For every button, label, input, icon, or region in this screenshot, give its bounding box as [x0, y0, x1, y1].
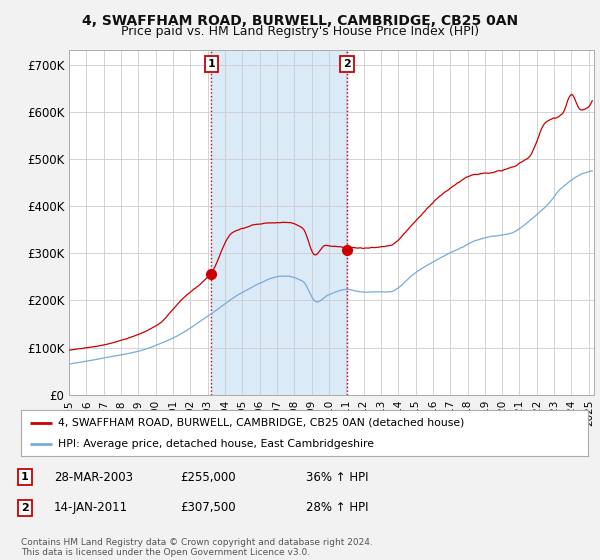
Text: 2: 2 [343, 59, 351, 69]
Text: 1: 1 [208, 59, 215, 69]
Text: 4, SWAFFHAM ROAD, BURWELL, CAMBRIDGE, CB25 0AN (detached house): 4, SWAFFHAM ROAD, BURWELL, CAMBRIDGE, CB… [58, 418, 464, 428]
Text: 4, SWAFFHAM ROAD, BURWELL, CAMBRIDGE, CB25 0AN: 4, SWAFFHAM ROAD, BURWELL, CAMBRIDGE, CB… [82, 14, 518, 28]
Text: 28-MAR-2003: 28-MAR-2003 [54, 470, 133, 484]
Text: Price paid vs. HM Land Registry's House Price Index (HPI): Price paid vs. HM Land Registry's House … [121, 25, 479, 38]
Text: 14-JAN-2011: 14-JAN-2011 [54, 501, 128, 515]
Bar [211, 50, 347, 395]
Text: Contains HM Land Registry data © Crown copyright and database right 2024.
This d: Contains HM Land Registry data © Crown c… [21, 538, 373, 557]
Text: HPI: Average price, detached house, East Cambridgeshire: HPI: Average price, detached house, East… [58, 439, 374, 449]
Text: £255,000: £255,000 [180, 470, 236, 484]
Text: £307,500: £307,500 [180, 501, 236, 515]
Text: 28% ↑ HPI: 28% ↑ HPI [306, 501, 368, 515]
Text: 36% ↑ HPI: 36% ↑ HPI [306, 470, 368, 484]
Text: 2: 2 [21, 503, 29, 513]
Text: 1: 1 [21, 472, 29, 482]
